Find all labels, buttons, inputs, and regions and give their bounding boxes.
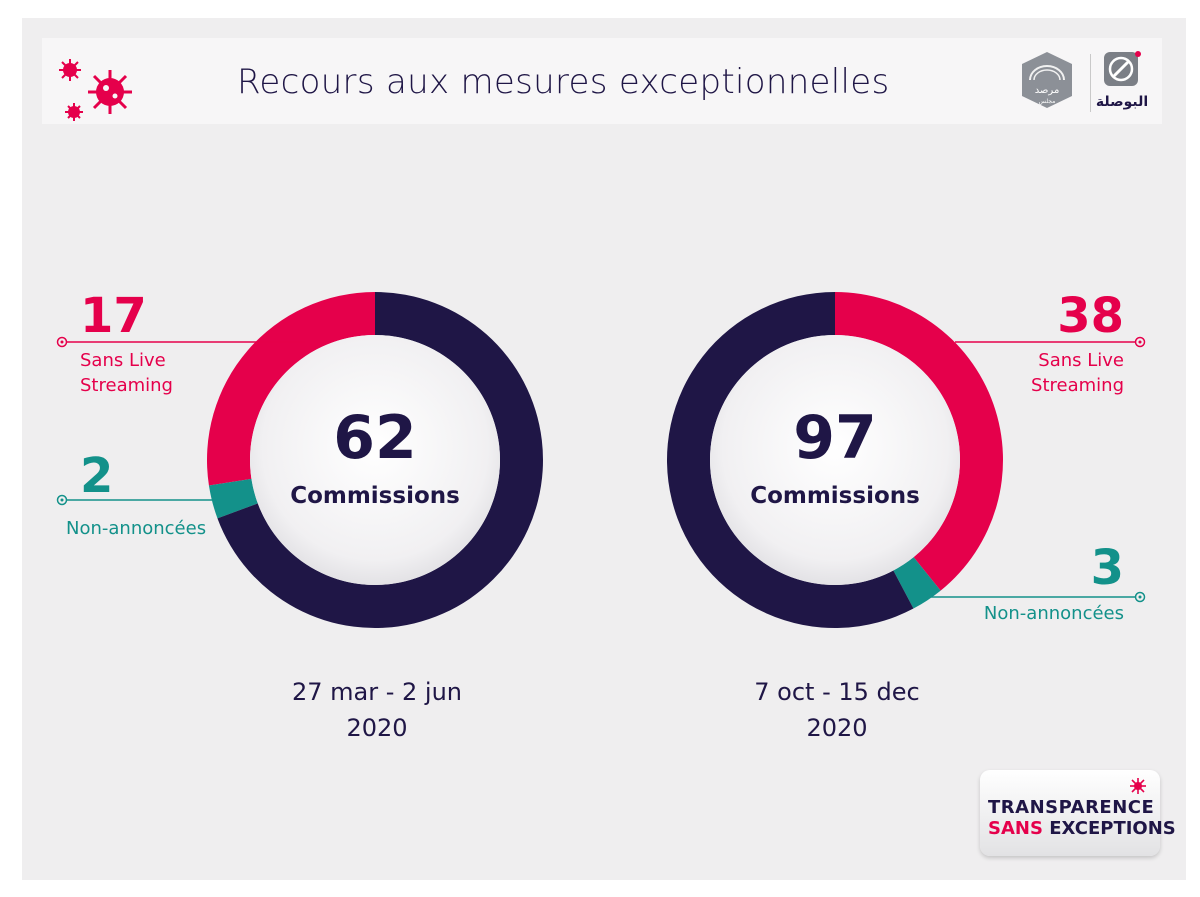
data-label-text: Sans Live [1038,350,1124,371]
header-bar: Recours aux mesures exceptionnelles مرصد… [42,38,1162,124]
marsad-logo: مرصد مجلس [1022,52,1072,108]
donut-chart-2: 97 Commissions 38 Sans Live Streaming 3 … [667,288,1146,742]
period-year: 2020 [806,714,867,742]
data-label-text: Streaming [1031,375,1124,396]
donut-chart-1: 62 Commissions 17 Sans Live Streaming 2 … [56,288,543,742]
data-label-value: 3 [1091,540,1124,596]
data-label-text: Streaming [80,375,173,396]
donut-slice-2 [208,478,258,519]
leader-red [56,336,305,348]
donut-slice-1 [206,292,375,486]
badge-exceptions-text: EXCEPTIONS [1049,818,1176,839]
data-label-text: Non-annoncées [66,518,206,539]
partner-logos: مرصد مجلس البوصلة [1010,46,1150,118]
leader-teal [930,591,1146,603]
donut-hole [710,335,960,585]
badge-line-1: TRANSPARENCE [988,797,1155,818]
period-year: 2020 [346,714,407,742]
marsad-logo-subtext: مجلس [1039,98,1056,105]
virus-icon [1130,778,1146,794]
period-dates: 27 mar - 2 jun [292,678,462,706]
data-label-text: Sans Live [80,350,166,371]
leader-teal [56,494,218,506]
center-label: Commissions [290,483,460,509]
center-total: 97 [793,403,877,473]
virus-icon [59,59,132,121]
donut-slice-2 [893,557,941,609]
data-label-value: 2 [80,448,113,504]
data-label-text: Non-annoncées [984,603,1124,624]
marsad-logo-text: مرصد [1035,85,1060,96]
badge-sans-text: SANS [988,818,1043,839]
albawsala-logo: البوصلة [1096,51,1148,110]
period-dates: 7 oct - 15 dec [754,678,919,706]
data-label-value: 38 [1057,288,1124,344]
transparence-badge: TRANSPARENCE SANS EXCEPTIONS [980,770,1176,856]
center-label: Commissions [750,483,920,509]
badge-line-2: SANS EXCEPTIONS [988,818,1176,839]
albawsala-logo-text: البوصلة [1096,94,1148,110]
leader-red [955,336,1146,348]
donut-hole [250,335,500,585]
logo-divider [1090,54,1091,112]
center-total: 62 [333,403,417,473]
donut-slice-1 [835,292,1004,591]
donut-slice-3 [667,292,914,628]
page-title: Recours aux mesures exceptionnelles [237,62,890,102]
data-label-value: 17 [80,288,147,344]
